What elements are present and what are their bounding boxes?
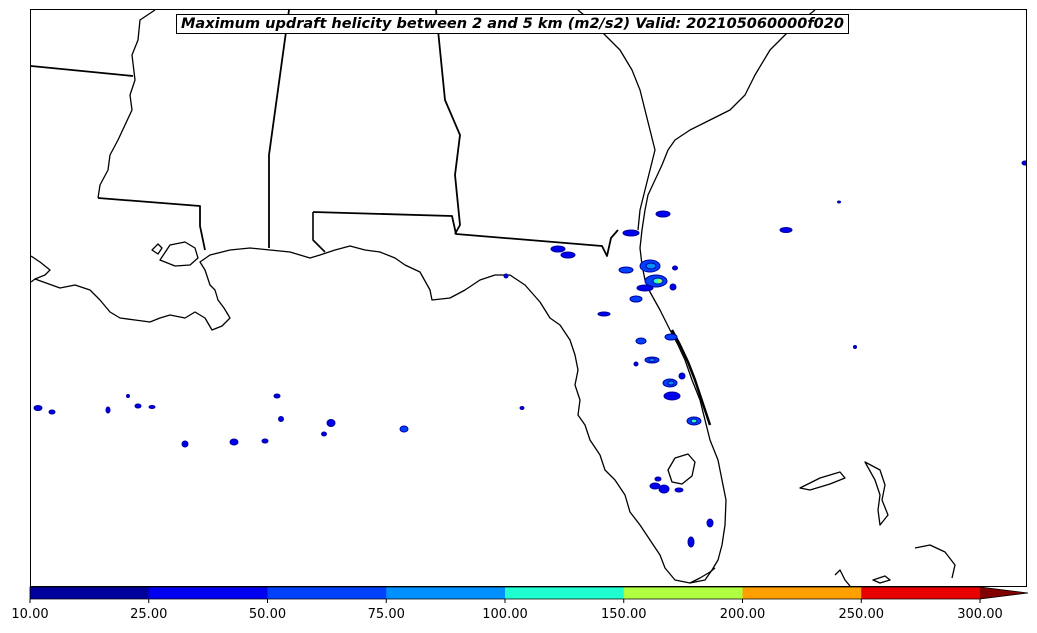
colorbar [29,586,1029,603]
colorbar-bin-150-200 [623,587,743,599]
state-border-al-fl-west [312,212,326,253]
bahamas-island-1 [799,471,846,491]
colorbar-tick-label: 200.00 [719,607,766,622]
colorbar-tick-label: 150.00 [601,607,647,622]
colorbar-tick-label: 25.00 [130,607,168,622]
map-title: Maximum updraft helicity between 2 and 5… [176,14,849,34]
bahamas-island-5 [834,569,851,586]
bahamas-island-3 [914,544,956,579]
bahamas-island-2 [864,461,889,526]
georgia-coast [577,10,656,231]
colorbar-bin-200-250 [742,587,862,599]
colorbar-bin-250-300 [861,587,981,599]
bahamas-island-4 [872,575,891,584]
colorbar-tick-label: 50.00 [248,607,287,622]
state-border-ms-ms-north [97,197,206,251]
lake-pontchartrain [159,241,199,267]
mississippi-river [97,10,156,199]
colorbar-tick-label: 75.00 [367,607,405,622]
state-border-al-ga [435,10,461,235]
gulf-coast-west [31,10,816,584]
lake-small [151,243,163,255]
colorbar-extend-arrow [980,587,1028,599]
colorbar-outline [29,586,1029,600]
colorbar-bin-10-25 [30,587,150,599]
keys [689,567,716,584]
colorbar-bin-50-75 [267,587,387,599]
state-border-al-fl [312,211,619,257]
colorbar-bin-100-150 [505,587,625,599]
colorbar-tick-label: 100.00 [482,607,528,622]
map-frame [30,9,1027,587]
colorbar-bin-25-50 [148,587,268,599]
helicity-swaths [33,160,1026,548]
colorbar-tick-label: 10.00 [11,607,49,622]
state-border-ms-al [268,10,290,248]
colorbar-tick-label: 300.00 [957,607,1003,622]
lake-okeechobee [667,453,696,485]
colorbar-tick-label: 250.00 [838,607,885,622]
colorbar-bin-75-100 [386,587,506,599]
state-border-ar-ms [31,65,134,77]
indian-river [670,329,712,426]
